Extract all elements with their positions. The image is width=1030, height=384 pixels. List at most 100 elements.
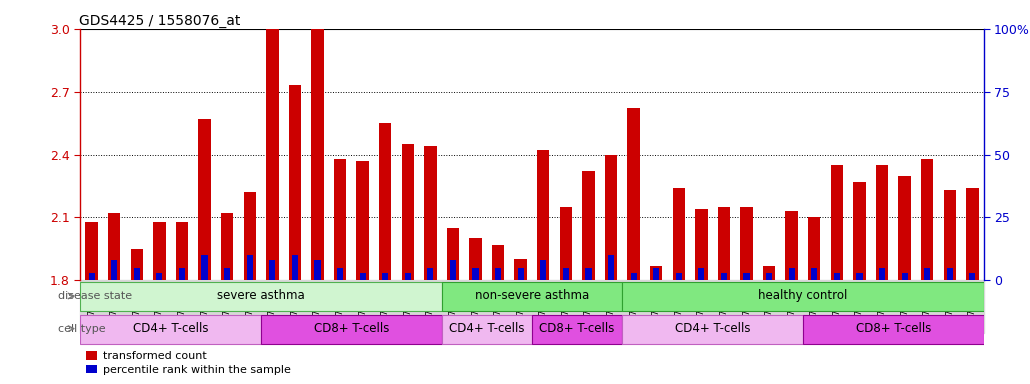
- Bar: [966, 188, 978, 280]
- Bar: [630, 273, 637, 280]
- Bar: [830, 165, 844, 280]
- Bar: [653, 268, 659, 280]
- Legend: transformed count, percentile rank within the sample: transformed count, percentile rank withi…: [85, 351, 290, 375]
- Bar: [220, 213, 234, 280]
- Bar: [921, 159, 933, 280]
- Bar: [80, 280, 984, 333]
- Bar: [901, 273, 907, 280]
- Bar: [134, 268, 140, 280]
- Text: disease state: disease state: [58, 291, 132, 301]
- Bar: [288, 85, 301, 280]
- Bar: [856, 273, 862, 280]
- Bar: [763, 266, 776, 280]
- Bar: [202, 255, 208, 280]
- Bar: [450, 260, 456, 280]
- Bar: [224, 268, 231, 280]
- Text: CD4+ T-cells: CD4+ T-cells: [133, 322, 208, 335]
- Bar: [786, 211, 798, 280]
- Text: cell type: cell type: [58, 324, 105, 334]
- Bar: [943, 190, 956, 280]
- Bar: [405, 273, 411, 280]
- Text: CD8+ T-cells: CD8+ T-cells: [856, 322, 931, 335]
- Bar: [311, 29, 323, 280]
- Bar: [540, 260, 546, 280]
- Text: CD8+ T-cells: CD8+ T-cells: [540, 322, 615, 335]
- Bar: [898, 175, 911, 280]
- Bar: [427, 268, 434, 280]
- Text: GDS4425 / 1558076_at: GDS4425 / 1558076_at: [79, 14, 241, 28]
- Bar: [582, 171, 594, 280]
- Bar: [334, 159, 346, 280]
- Bar: [608, 255, 614, 280]
- Bar: [695, 209, 708, 280]
- Bar: [698, 268, 705, 280]
- Bar: [314, 260, 320, 280]
- Bar: [766, 273, 772, 280]
- Bar: [266, 29, 278, 280]
- Bar: [676, 273, 682, 280]
- Text: healthy control: healthy control: [758, 290, 848, 303]
- Text: CD4+ T-cells: CD4+ T-cells: [675, 322, 751, 335]
- Bar: [424, 146, 437, 280]
- Bar: [622, 282, 984, 311]
- Bar: [812, 268, 818, 280]
- Bar: [879, 268, 885, 280]
- Bar: [470, 238, 482, 280]
- Bar: [650, 266, 662, 280]
- Bar: [80, 282, 442, 311]
- Bar: [153, 222, 166, 280]
- Bar: [291, 255, 298, 280]
- Bar: [605, 155, 617, 280]
- Bar: [741, 207, 753, 280]
- Bar: [269, 260, 275, 280]
- Bar: [157, 273, 163, 280]
- Bar: [131, 249, 143, 280]
- Bar: [492, 245, 505, 280]
- Text: CD8+ T-cells: CD8+ T-cells: [314, 322, 389, 335]
- Text: non-severe asthma: non-severe asthma: [475, 290, 589, 303]
- Bar: [199, 119, 211, 280]
- Bar: [382, 273, 388, 280]
- Bar: [809, 217, 821, 280]
- Bar: [876, 165, 888, 280]
- Bar: [246, 255, 252, 280]
- Bar: [537, 151, 549, 280]
- Bar: [531, 314, 622, 344]
- Bar: [473, 268, 479, 280]
- Bar: [721, 273, 727, 280]
- Bar: [833, 273, 840, 280]
- Bar: [402, 144, 414, 280]
- Bar: [969, 273, 975, 280]
- Bar: [179, 268, 185, 280]
- Bar: [744, 273, 750, 280]
- Bar: [515, 259, 527, 280]
- Bar: [85, 222, 98, 280]
- Bar: [495, 268, 502, 280]
- Bar: [447, 228, 459, 280]
- Bar: [337, 268, 343, 280]
- Bar: [585, 268, 591, 280]
- Bar: [627, 108, 640, 280]
- Bar: [359, 273, 366, 280]
- Bar: [442, 282, 622, 311]
- Text: CD4+ T-cells: CD4+ T-cells: [449, 322, 524, 335]
- Bar: [803, 314, 984, 344]
- Bar: [356, 161, 369, 280]
- Bar: [442, 314, 531, 344]
- Bar: [789, 268, 795, 280]
- Bar: [924, 268, 930, 280]
- Bar: [562, 268, 569, 280]
- Bar: [559, 207, 572, 280]
- Text: severe asthma: severe asthma: [217, 290, 305, 303]
- Bar: [111, 260, 117, 280]
- Bar: [673, 188, 685, 280]
- Bar: [261, 314, 442, 344]
- Bar: [853, 182, 865, 280]
- Bar: [622, 314, 803, 344]
- Bar: [108, 213, 121, 280]
- Bar: [89, 273, 95, 280]
- Bar: [947, 268, 953, 280]
- Bar: [243, 192, 255, 280]
- Bar: [176, 222, 188, 280]
- Bar: [379, 123, 391, 280]
